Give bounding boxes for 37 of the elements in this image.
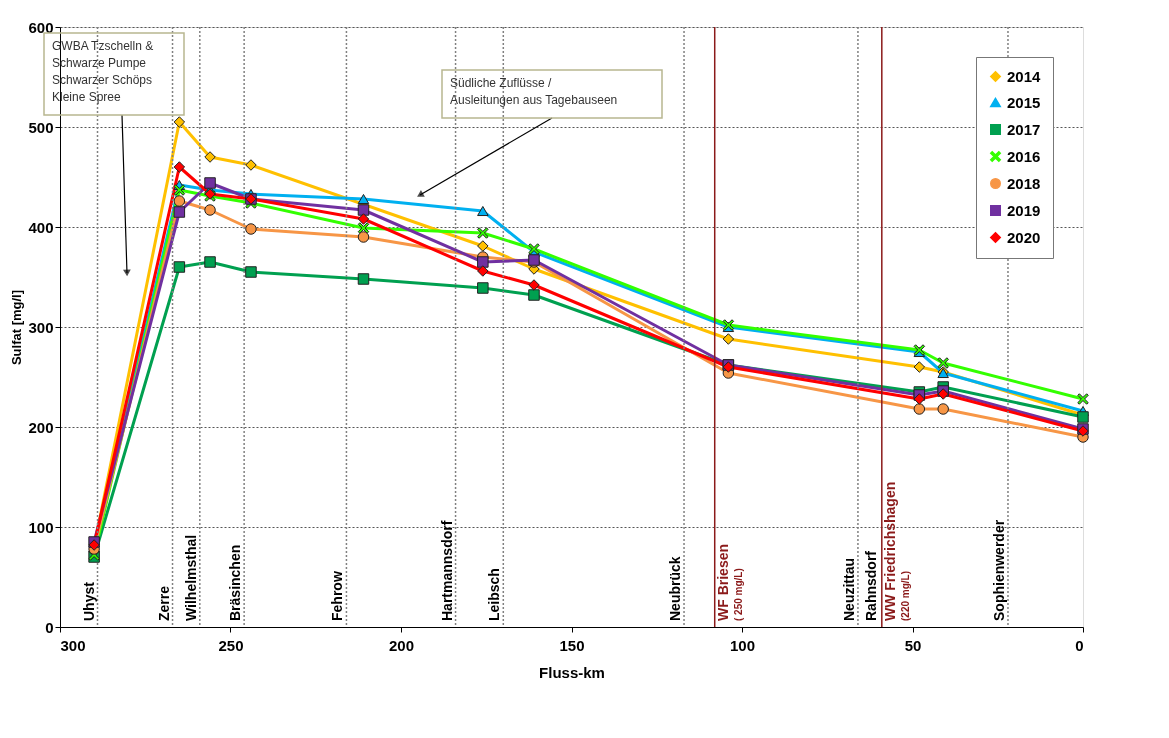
y-tick-label: 200: [28, 418, 54, 436]
legend-label: 2019: [1007, 201, 1041, 219]
ref-line-label: Neubrück: [667, 556, 684, 621]
x-tick-label: 0: [1075, 636, 1084, 654]
y-tick-label: 600: [28, 18, 54, 36]
legend-label: 2020: [1007, 228, 1041, 246]
y-axis-title: Sulfat [mg/l]: [9, 289, 25, 366]
x-tick-label: 200: [388, 636, 415, 654]
legend-label: 2017: [1007, 120, 1041, 138]
annotation: Südliche Zuflüsse / Ausleitungen aus Tagebauseen: [450, 76, 618, 107]
ref-line-label: WW Friedrichshagen (220 mg/L): [881, 481, 911, 621]
x-tick-label: 100: [729, 636, 756, 654]
legend-label: 2016: [1007, 147, 1041, 165]
x-axis-title: Fluss-km: [539, 663, 605, 681]
x-tick-label: 300: [60, 636, 86, 654]
ref-line-label: Fehrow: [329, 571, 346, 621]
ref-line-label: Hartmannsdorf: [438, 520, 455, 621]
legend-label: 2014: [1007, 67, 1042, 85]
ref-line-label: Zerre: [155, 585, 172, 621]
ref-line-label: Neuzittau: [840, 558, 857, 621]
ref-line-label: Wilhelmsthal: [182, 534, 199, 621]
ref-line-label: WF Briesen ( 250 mg/L): [714, 543, 744, 621]
annotation: Rahnsdorf: [863, 550, 879, 621]
x-tick-label: 50: [904, 636, 922, 654]
ref-line-label: Bräsinchen: [227, 544, 244, 621]
y-tick-label: 300: [28, 318, 54, 336]
legend-label: 2018: [1007, 174, 1041, 192]
x-tick-label: 150: [559, 636, 585, 654]
x-tick-label: 250: [218, 636, 244, 654]
y-tick-label: 100: [28, 518, 54, 536]
y-tick-label: 0: [45, 618, 54, 636]
ref-line-label: Leibsch: [486, 568, 503, 621]
ref-line-label: Sophienwerder: [990, 519, 1007, 621]
y-tick-label: 400: [28, 218, 54, 236]
ref-line-label: Uhyst: [80, 581, 97, 621]
legend-label: 2015: [1007, 93, 1041, 111]
y-tick-label: 500: [28, 118, 54, 136]
